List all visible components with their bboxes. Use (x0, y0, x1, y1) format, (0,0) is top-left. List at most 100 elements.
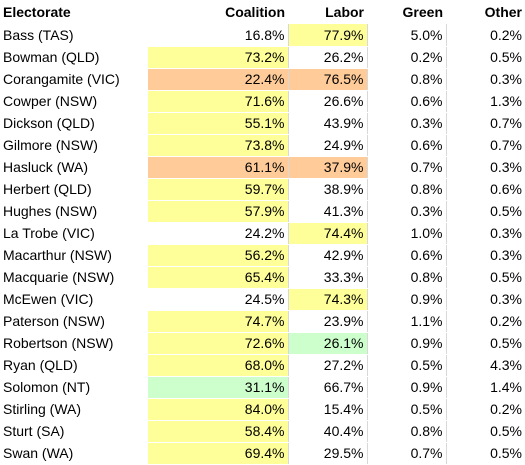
green-cell: 0.9% (367, 332, 447, 355)
green-cell: 0.6% (367, 244, 447, 267)
other-cell: 0.5% (446, 46, 525, 69)
labor-cell: 41.3% (288, 200, 368, 223)
electorate-cell: Corangamite (VIC) (0, 68, 148, 91)
labor-cell: 26.6% (288, 90, 368, 113)
green-cell: 0.5% (367, 354, 447, 377)
coalition-cell: 57.9% (148, 200, 289, 223)
green-cell: 0.3% (367, 200, 447, 223)
coalition-cell: 74.7% (148, 310, 289, 333)
electorate-cell: Gilmore (NSW) (0, 134, 148, 157)
labor-cell: 29.5% (288, 442, 368, 465)
electorate-cell: Bowman (QLD) (0, 46, 148, 69)
table-body: Bass (TAS) 16.8% 77.9% 5.0% 0.2% Bowman (QLD)… (0, 24, 525, 465)
other-cell: 0.5% (446, 266, 525, 289)
coalition-cell: 61.1% (148, 156, 289, 179)
labor-cell: 33.3% (288, 266, 368, 289)
labor-cell: 27.2% (288, 354, 368, 377)
coalition-cell: 56.2% (148, 244, 289, 267)
table-row: McEwen (VIC) 24.5% 74.3% 0.9% 0.3% (0, 288, 525, 311)
electorate-cell: Sturt (SA) (0, 420, 148, 443)
labor-cell: 74.4% (288, 222, 368, 245)
green-cell: 0.9% (367, 288, 447, 311)
labor-cell: 66.7% (288, 376, 368, 399)
table-row: Ryan (QLD) 68.0% 27.2% 0.5% 4.3% (0, 354, 525, 377)
green-cell: 0.6% (367, 134, 447, 157)
electorate-cell: Paterson (NSW) (0, 310, 148, 333)
electorate-cell: Cowper (NSW) (0, 90, 148, 113)
green-cell: 0.7% (367, 156, 447, 179)
coalition-cell: 68.0% (148, 354, 289, 377)
other-cell: 0.3% (446, 156, 525, 179)
table-row: Gilmore (NSW) 73.8% 24.9% 0.6% 0.7% (0, 134, 525, 157)
labor-cell: 23.9% (288, 310, 368, 333)
electorate-cell: Bass (TAS) (0, 24, 148, 47)
header-labor: Labor (325, 4, 364, 20)
other-cell: 0.3% (446, 222, 525, 245)
electorate-cell: Ryan (QLD) (0, 354, 148, 377)
header-electorate: Electorate (3, 4, 71, 20)
green-cell: 0.3% (367, 112, 447, 135)
labor-cell: 42.9% (288, 244, 368, 267)
coalition-cell: 65.4% (148, 266, 289, 289)
labor-cell: 24.9% (288, 134, 368, 157)
table-row: Macarthur (NSW) 56.2% 42.9% 0.6% 0.3% (0, 244, 525, 267)
green-cell: 0.8% (367, 266, 447, 289)
other-cell: 0.2% (446, 398, 525, 421)
electorate-cell: La Trobe (VIC) (0, 222, 148, 245)
coalition-cell: 24.2% (148, 222, 289, 245)
coalition-cell: 84.0% (148, 398, 289, 421)
labor-cell: 37.9% (288, 156, 368, 179)
coalition-cell: 59.7% (148, 178, 289, 201)
green-cell: 0.6% (367, 90, 447, 113)
other-cell: 4.3% (446, 354, 525, 377)
electorate-cell: Stirling (WA) (0, 398, 148, 421)
green-cell: 1.1% (367, 310, 447, 333)
coalition-cell: 22.4% (148, 68, 289, 91)
coalition-cell: 73.8% (148, 134, 289, 157)
other-cell: 0.7% (446, 134, 525, 157)
table-row: Dickson (QLD) 55.1% 43.9% 0.3% 0.7% (0, 112, 525, 135)
coalition-cell: 73.2% (148, 46, 289, 69)
green-cell: 0.8% (367, 68, 447, 91)
coalition-cell: 69.4% (148, 442, 289, 465)
table-row: Cowper (NSW) 71.6% 26.6% 0.6% 1.3% (0, 90, 525, 113)
labor-cell: 15.4% (288, 398, 368, 421)
electorate-cell: Macarthur (NSW) (0, 244, 148, 267)
table-row: Corangamite (VIC) 22.4% 76.5% 0.8% 0.3% (0, 68, 525, 91)
green-cell: 0.8% (367, 420, 447, 443)
header-row: Electorate Coalition Labor Green Other (0, 0, 525, 24)
table-row: Hughes (NSW) 57.9% 41.3% 0.3% 0.5% (0, 200, 525, 223)
electorate-cell: Hasluck (WA) (0, 156, 148, 179)
other-cell: 0.3% (446, 244, 525, 267)
green-cell: 0.7% (367, 442, 447, 465)
coalition-cell: 72.6% (148, 332, 289, 355)
labor-cell: 26.1% (288, 332, 368, 355)
other-cell: 0.3% (446, 68, 525, 91)
electorate-cell: Hughes (NSW) (0, 200, 148, 223)
green-cell: 0.8% (367, 178, 447, 201)
coalition-cell: 58.4% (148, 420, 289, 443)
table-row: Macquarie (NSW) 65.4% 33.3% 0.8% 0.5% (0, 266, 525, 289)
coalition-cell: 31.1% (148, 376, 289, 399)
coalition-cell: 71.6% (148, 90, 289, 113)
other-cell: 0.2% (446, 310, 525, 333)
other-cell: 0.3% (446, 288, 525, 311)
header-coalition: Coalition (225, 4, 285, 20)
header-other: Other (484, 4, 522, 20)
table-row: Hasluck (WA) 61.1% 37.9% 0.7% 0.3% (0, 156, 525, 179)
other-cell: 0.5% (446, 420, 525, 443)
table-row: Herbert (QLD) 59.7% 38.9% 0.8% 0.6% (0, 178, 525, 201)
electorate-cell: Swan (WA) (0, 442, 148, 465)
labor-cell: 40.4% (288, 420, 368, 443)
green-cell: 0.5% (367, 398, 447, 421)
other-cell: 1.4% (446, 376, 525, 399)
labor-cell: 26.2% (288, 46, 368, 69)
green-cell: 0.2% (367, 46, 447, 69)
green-cell: 1.0% (367, 222, 447, 245)
other-cell: 0.5% (446, 442, 525, 465)
electorate-cell: McEwen (VIC) (0, 288, 148, 311)
table-row: Swan (WA) 69.4% 29.5% 0.7% 0.5% (0, 442, 525, 465)
coalition-cell: 16.8% (148, 24, 289, 47)
table-row: Solomon (NT) 31.1% 66.7% 0.9% 1.4% (0, 376, 525, 399)
